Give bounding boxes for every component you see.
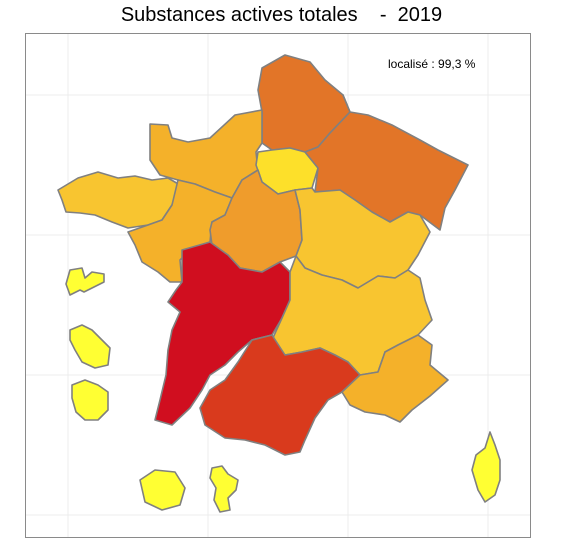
region-corse[interactable] <box>471 431 501 503</box>
localisation-rate-annotation: localisé : 99,3 % <box>388 57 476 71</box>
region-martinique[interactable] <box>69 324 111 369</box>
region-nouvelle-aquitaine[interactable] <box>154 241 291 426</box>
region-la-reunion[interactable] <box>139 469 186 511</box>
region-guyane[interactable] <box>71 379 109 421</box>
region-guadeloupe[interactable] <box>65 267 105 296</box>
region-centre-val-de-loire[interactable] <box>209 169 303 273</box>
region-mayotte[interactable] <box>209 465 239 513</box>
region-occitanie[interactable] <box>199 334 361 456</box>
map-panel <box>25 33 531 538</box>
map-title: Substances actives totales - 2019 <box>120 4 443 26</box>
region-provence-alpes-cote-d-azur[interactable] <box>341 334 449 423</box>
